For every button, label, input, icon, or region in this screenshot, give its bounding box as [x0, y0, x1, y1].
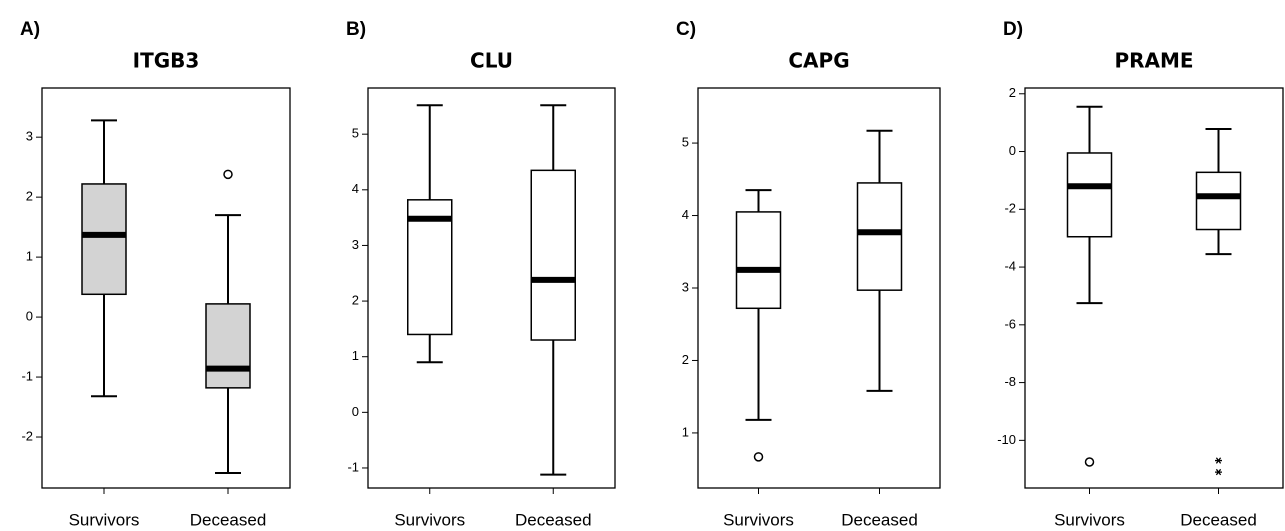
plot-frame [41, 87, 291, 489]
extreme [1215, 468, 1222, 476]
y-tick-label: 0 [352, 404, 359, 419]
x-tick-label: Deceased [190, 510, 267, 529]
y-tick-label: 4 [682, 207, 689, 222]
y-tick-label: -10 [997, 432, 1016, 447]
box [1195, 171, 1242, 231]
y-tick-label: 2 [1009, 85, 1016, 100]
outlier [753, 452, 764, 462]
y-tick-label: -1 [21, 368, 33, 383]
box [205, 303, 251, 389]
y-tick-label: 3 [26, 129, 33, 144]
panel-title: ITGB3 [133, 49, 200, 73]
panel-label: C) [676, 19, 696, 40]
x-tick-label: Survivors [69, 510, 140, 529]
box [81, 183, 127, 296]
y-tick-label: 5 [682, 135, 689, 150]
y-tick-label: 3 [682, 279, 689, 294]
y-tick-label: 3 [352, 237, 359, 252]
y-tick-label: 1 [352, 348, 359, 363]
y-tick-label: 2 [26, 189, 33, 204]
y-tick-label: 2 [352, 293, 359, 308]
x-tick-label: Deceased [841, 510, 918, 529]
y-tick-label: -6 [1004, 316, 1016, 331]
outlier [223, 169, 233, 180]
y-tick-label: -2 [21, 428, 33, 443]
plot-frame [1024, 87, 1284, 489]
box [735, 211, 782, 310]
y-tick-label: 0 [26, 309, 33, 324]
y-tick-label: 0 [1009, 143, 1016, 158]
box [530, 169, 576, 341]
box [856, 182, 903, 291]
y-tick-label: 2 [682, 352, 689, 367]
x-tick-label: Deceased [1180, 510, 1257, 529]
y-tick-label: 1 [26, 249, 33, 264]
y-tick-label: 1 [682, 424, 689, 439]
y-tick-label: 5 [352, 126, 359, 141]
x-tick-label: Deceased [515, 510, 592, 529]
panel-title: PRAME [1114, 49, 1193, 73]
panel-label: D) [1003, 19, 1023, 40]
panel-title: CAPG [788, 49, 849, 73]
y-tick-label: -8 [1004, 374, 1016, 389]
x-tick-label: Survivors [723, 510, 794, 529]
box [1066, 152, 1113, 238]
x-tick-label: Survivors [394, 510, 465, 529]
plot-frame [697, 87, 941, 489]
y-tick-label: 4 [352, 181, 359, 196]
x-tick-label: Survivors [1054, 510, 1125, 529]
box [407, 199, 453, 336]
outlier [1084, 457, 1095, 467]
panel-label: B) [346, 19, 366, 40]
y-tick-label: -1 [347, 459, 359, 474]
plot-frame [367, 87, 616, 489]
y-tick-label: -2 [1004, 201, 1016, 216]
panel-label: A) [20, 19, 40, 40]
extreme [1215, 457, 1222, 464]
panel-title: CLU [470, 49, 513, 73]
y-tick-label: -4 [1004, 258, 1016, 273]
